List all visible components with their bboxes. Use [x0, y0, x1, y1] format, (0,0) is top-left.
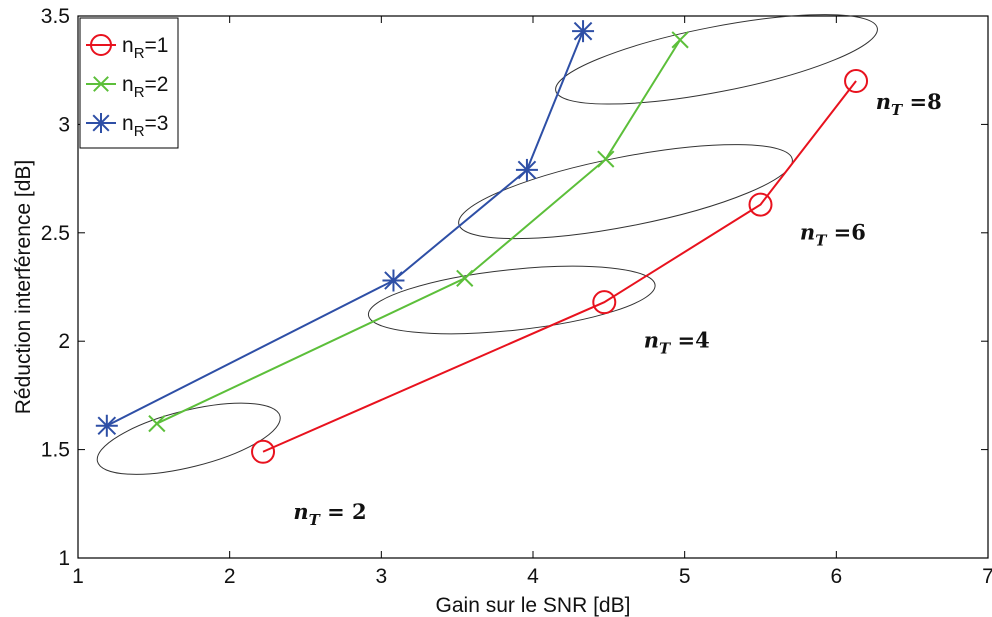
annotation-rest: =6 [826, 219, 866, 244]
legend-sub: R [134, 84, 145, 101]
series-layer [95, 20, 869, 464]
series-1 [251, 69, 869, 464]
group-ellipse [96, 402, 281, 475]
y-tick-label: 2.5 [41, 222, 70, 245]
data-point-asterisk [515, 158, 538, 181]
legend-rest: =2 [145, 73, 169, 96]
x-axis-ticks: 1 2 3 4 5 6 7 [72, 16, 992, 588]
data-point-x [671, 31, 689, 49]
group-ellipse [458, 144, 793, 240]
data-point-x [456, 269, 474, 287]
y-tick-label: 1.5 [41, 439, 70, 462]
data-point-circle [748, 192, 773, 217]
y-tick-label: 2 [58, 330, 70, 353]
y-tick-label: 3.5 [41, 5, 70, 28]
series-line [106, 30, 584, 427]
legend-label: nR=1 [122, 34, 168, 62]
legend-item-1: nR=1 [86, 34, 168, 62]
annotation-nT: nT =4 [644, 328, 710, 358]
annotation-sub: T [659, 340, 672, 358]
annotation-rest: =8 [902, 89, 942, 114]
marker-stroke [597, 150, 615, 168]
legend-label: nR=2 [122, 73, 168, 101]
data-point-circle [592, 290, 617, 315]
data-point-asterisk [95, 414, 118, 437]
annotation-nT: nT =6 [800, 219, 866, 249]
data-point-x [148, 414, 166, 433]
x-tick-label: 6 [830, 565, 842, 588]
y-axis-ticks: 1 1.5 2 2.5 3 3.5 [41, 5, 988, 570]
x-tick-label: 4 [527, 565, 539, 588]
x-tick-label: 7 [982, 565, 992, 588]
x-tick-label: 3 [375, 565, 387, 588]
annotation-nT: nT =8 [876, 89, 942, 119]
data-point-x [597, 150, 615, 168]
plot-frame [77, 15, 989, 559]
group-ellipse [367, 265, 656, 335]
group-ellipse [555, 14, 878, 105]
legend-main: n [122, 73, 134, 96]
y-tick-label: 1 [58, 547, 70, 570]
marker-stroke [456, 269, 474, 287]
legend-rest: =3 [145, 112, 169, 135]
legend-main: n [122, 34, 134, 57]
x-tick-label: 2 [224, 565, 236, 588]
marker-stroke [93, 76, 109, 92]
x-tick-label: 5 [679, 565, 691, 588]
legend-main: n [122, 112, 134, 135]
annotation-sub: T [309, 511, 322, 529]
legend-item-3: nR=3 [86, 112, 168, 140]
legend-label: nR=3 [122, 112, 168, 140]
marker-stroke [148, 414, 166, 433]
group-ellipses [96, 14, 878, 475]
annotation-rest: = 2 [320, 499, 367, 524]
annotation-main: n [644, 328, 659, 353]
annotation-nT: nT = 2 [293, 499, 366, 529]
legend-sub: R [134, 45, 145, 62]
series-line [156, 39, 681, 425]
marker-stroke [671, 31, 689, 49]
data-point-circle [90, 34, 112, 56]
x-axis-label: Gain sur le SNR [dB] [436, 594, 631, 617]
series-2 [148, 31, 689, 433]
plot-area-border [77, 15, 989, 559]
annotation-main: n [800, 219, 815, 244]
data-point-asterisk [382, 269, 405, 292]
data-point-circle [251, 439, 276, 464]
annotation-sub: T [815, 231, 828, 249]
legend: nR=1nR=2nR=3 [79, 17, 179, 149]
annotation-main: n [293, 499, 308, 524]
legend-rest: =1 [145, 34, 169, 57]
legend-sub: R [134, 123, 145, 140]
data-point-x [93, 76, 109, 92]
annotations-layer: nT = 2nT =4nT =6nT =8 [293, 89, 941, 529]
data-point-asterisk [572, 20, 595, 43]
data-point-circle [844, 69, 869, 94]
data-point-asterisk [91, 113, 111, 133]
annotation-main: n [876, 89, 891, 114]
y-axis-label: Réduction interférence [dB] [12, 160, 35, 414]
annotation-rest: =4 [670, 328, 710, 353]
legend-item-2: nR=2 [86, 73, 168, 101]
y-tick-label: 3 [58, 113, 70, 136]
annotation-sub: T [891, 101, 904, 119]
series-line [262, 80, 857, 453]
series-3 [95, 20, 595, 437]
x-tick-label: 1 [72, 565, 84, 588]
